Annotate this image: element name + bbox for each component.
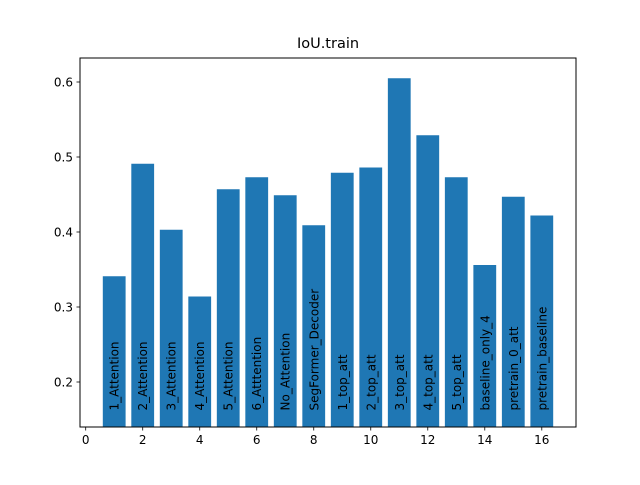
x-tick-label: 16	[534, 433, 549, 447]
bar-16	[530, 215, 554, 427]
x-tick-label: 10	[363, 433, 378, 447]
bar-13	[444, 177, 468, 427]
bar-10	[359, 167, 383, 427]
bar-label-7: No_Attention	[279, 333, 293, 411]
bar-8	[302, 225, 326, 427]
y-tick-label: 0.4	[54, 225, 73, 239]
bar-2	[131, 163, 155, 427]
x-tick-label: 14	[477, 433, 492, 447]
bar-label-10: 2_top_att	[364, 354, 378, 410]
x-tick-label: 4	[196, 433, 204, 447]
bar-7	[273, 195, 297, 427]
y-tick-label: 0.5	[54, 150, 73, 164]
x-tick-label: 2	[139, 433, 147, 447]
x-tick-label: 0	[82, 433, 90, 447]
chart-title: IoU.train	[297, 36, 359, 52]
bar-label-12: 4_top_att	[421, 354, 435, 410]
bar-label-5: 5_Attention	[222, 341, 236, 410]
bar-label-3: 3_Attention	[165, 341, 179, 410]
bar-label-8: SegFormer_Decoder	[307, 289, 321, 411]
y-tick-label: 0.3	[54, 300, 73, 314]
bar-label-2: 2_Attention	[136, 341, 150, 410]
bar-label-14: baseline_only_4	[478, 315, 492, 410]
y-axis-ticks: 0.2 0.3 0.4 0.5 0.6	[54, 75, 80, 389]
y-tick-label: 0.6	[54, 75, 73, 89]
bar-label-6: 6_Atttention	[250, 337, 264, 411]
bar-12	[416, 135, 440, 427]
bar-labels-group: 1_Attention 2_Attention 3_Attention 4_Atten…	[108, 289, 550, 411]
plot-area-frame	[79, 57, 577, 428]
y-tick-label: 0.2	[54, 375, 73, 389]
x-tick-label: 6	[253, 433, 261, 447]
bar-label-1: 1_Attention	[108, 341, 122, 410]
bar-9	[330, 172, 354, 427]
bar-label-13: 5_top_att	[450, 354, 464, 410]
bar-11	[387, 78, 411, 427]
bar-label-11: 3_top_att	[393, 354, 407, 410]
bar-label-9: 1_top_att	[336, 354, 350, 410]
bar-15	[501, 196, 525, 427]
bar-3	[159, 229, 183, 427]
bar-label-16: pretrain_baseline	[535, 307, 549, 411]
bar-1	[102, 276, 126, 427]
bars-group	[102, 78, 554, 427]
x-axis-ticks: 0 2 4 6 8 10 12 14 16	[82, 427, 549, 447]
x-tick-label: 8	[310, 433, 318, 447]
bar-6	[245, 177, 269, 427]
bar-label-4: 4_Attention	[193, 341, 207, 410]
x-tick-label: 12	[420, 433, 435, 447]
bar-14	[473, 265, 497, 427]
bar-5	[216, 189, 240, 427]
bar-4	[188, 296, 212, 427]
bar-label-15: pretrain_0_att	[507, 326, 521, 410]
